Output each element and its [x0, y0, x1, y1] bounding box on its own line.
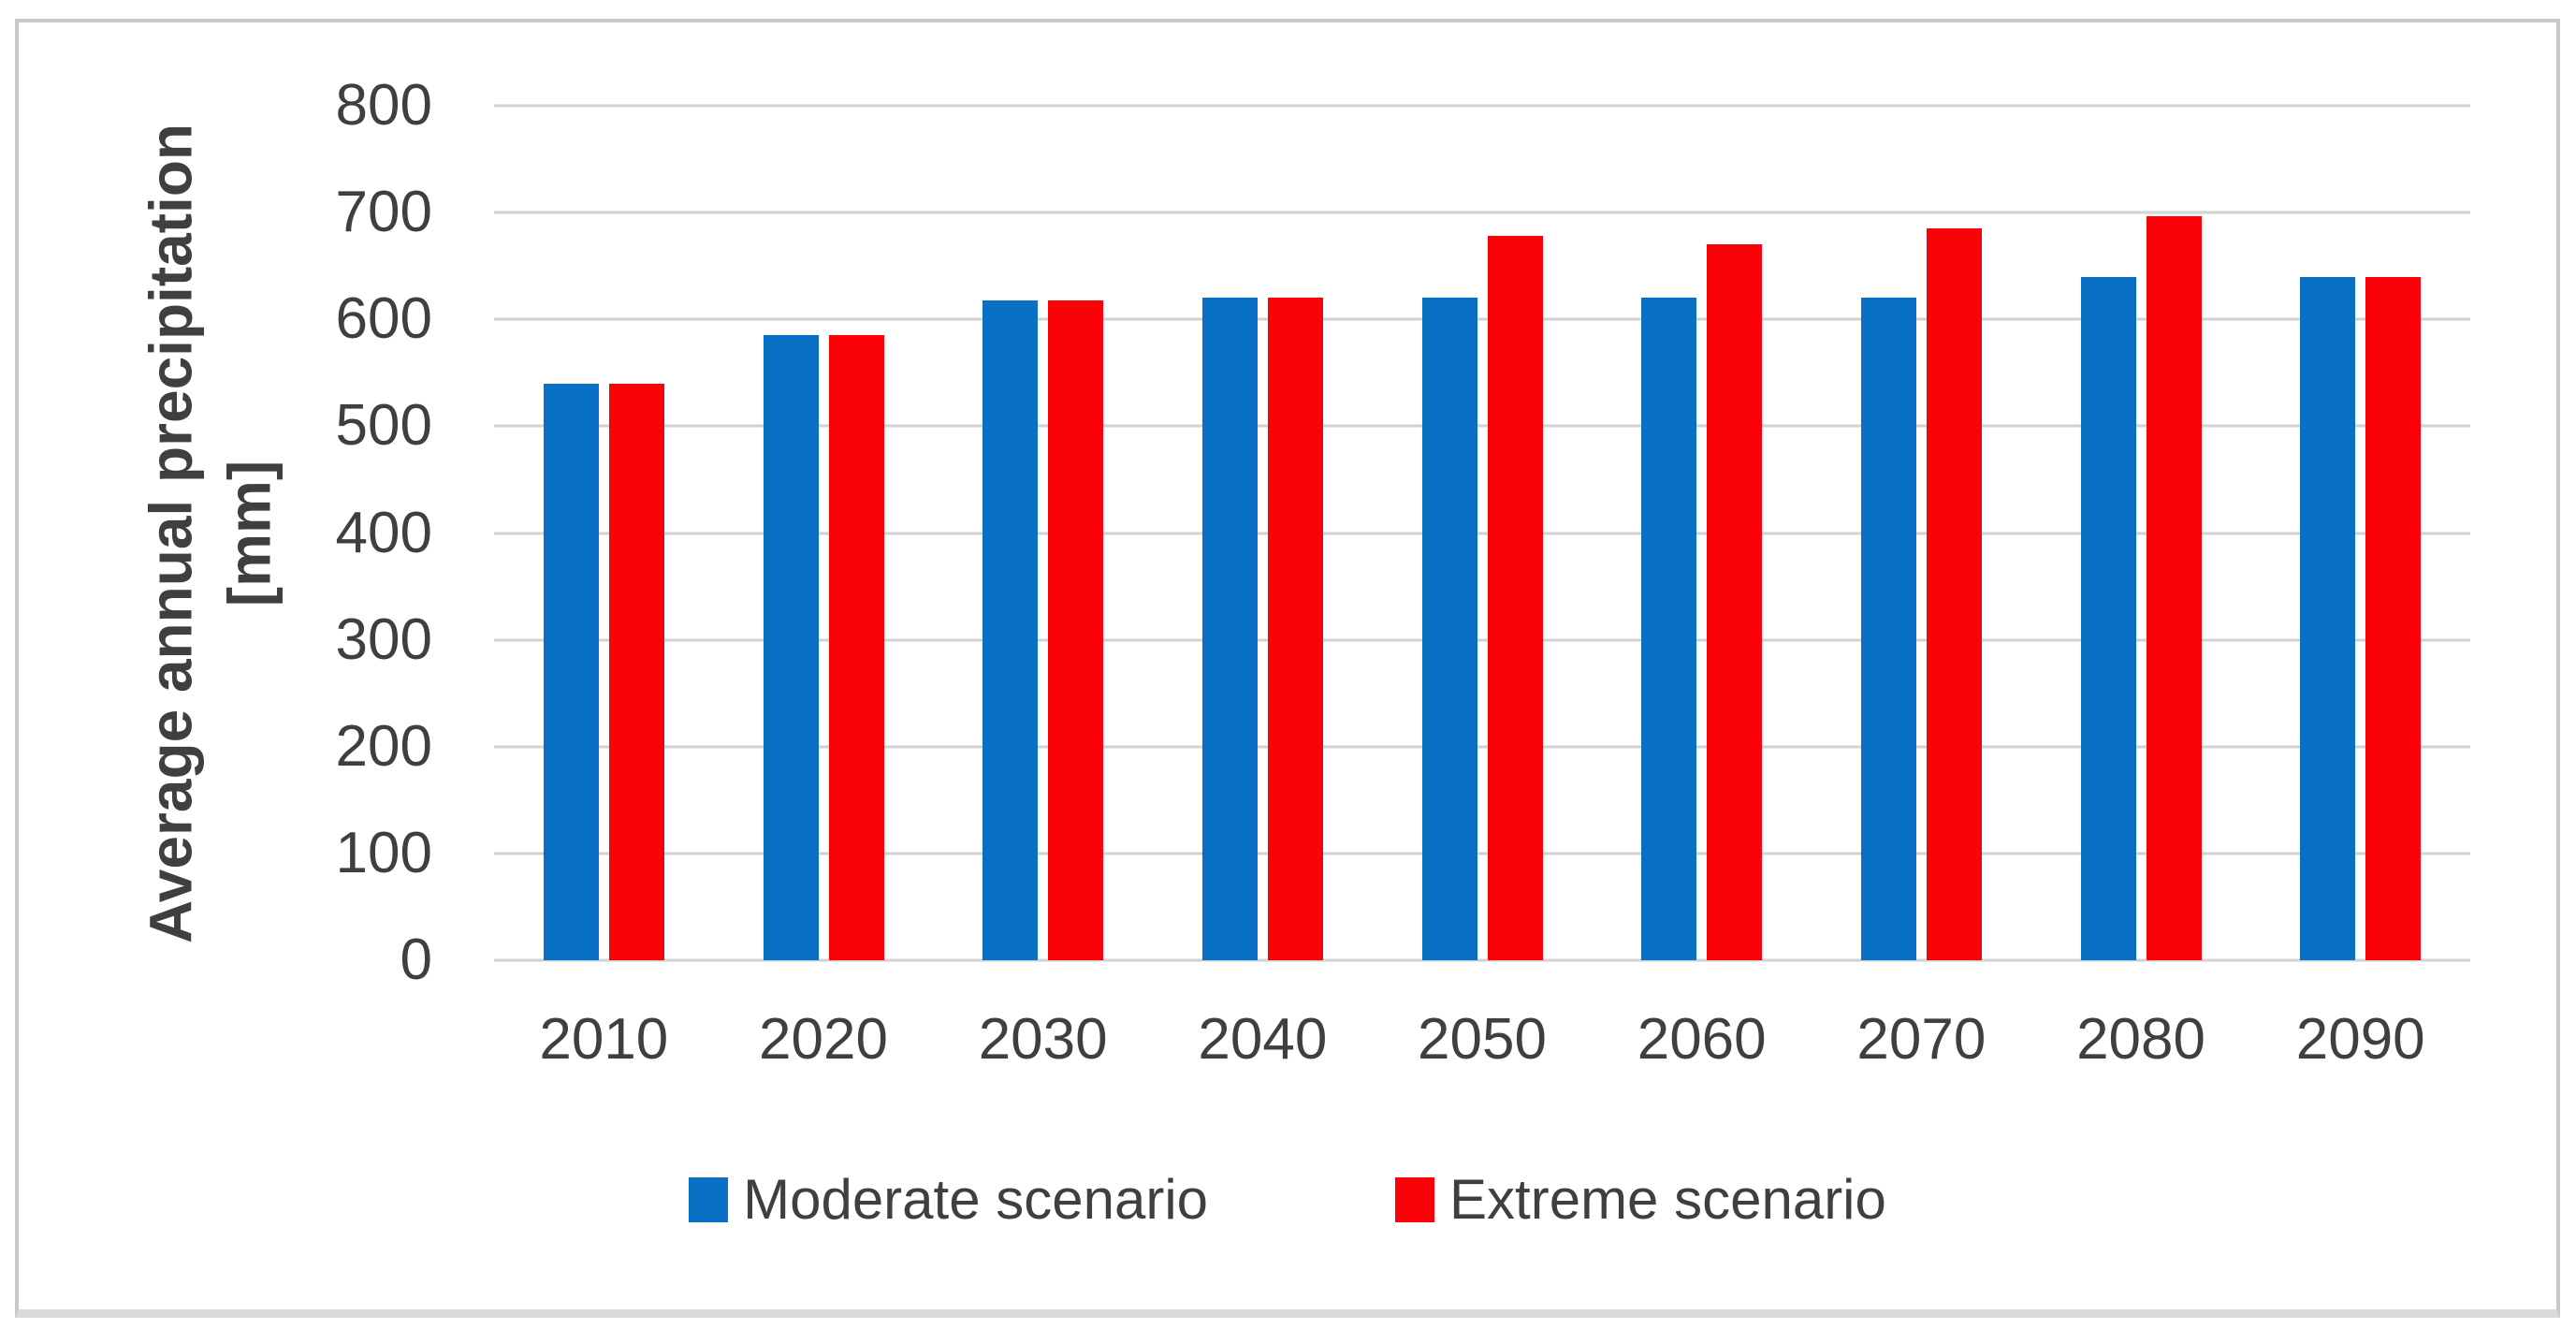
x-tick-label-2060: 2060 [1637, 1007, 1767, 1072]
x-tick-label-2040: 2040 [1198, 1007, 1328, 1072]
legend-swatch-moderate-scenario [689, 1177, 729, 1222]
x-tick-label-2090: 2090 [2295, 1007, 2425, 1072]
bar-extreme-scenario-2050 [1487, 236, 1543, 960]
bar-extreme-scenario-2010 [608, 383, 664, 960]
gridline-700 [494, 211, 2470, 214]
bar-moderate-scenario-2040 [1201, 298, 1258, 960]
y-tick-label-100: 100 [335, 820, 432, 885]
x-tick-label-2020: 2020 [759, 1007, 888, 1072]
legend-label-extreme-scenario: Extreme scenario [1449, 1168, 1886, 1231]
x-axis-tick-labels: 2010 2020 2030 2040 2050 2060 2070 2080 2090 [494, 1011, 2470, 1069]
bar-groups [494, 106, 2470, 960]
bar-moderate-scenario-2090 [2300, 276, 2356, 960]
bar-moderate-scenario-2010 [543, 383, 599, 960]
y-tick-label-600: 600 [335, 286, 432, 352]
legend-item-moderate-scenario: Moderate scenario [689, 1172, 1208, 1228]
bar-extreme-scenario-2060 [1707, 244, 1763, 960]
gridline-800 [494, 104, 2470, 108]
gridline-300 [494, 638, 2470, 642]
bar-group-2010 [494, 106, 714, 960]
gridline-400 [494, 532, 2470, 534]
bar-extreme-scenario-2030 [1048, 299, 1104, 960]
bar-moderate-scenario-2050 [1421, 298, 1477, 960]
bar-moderate-scenario-2070 [1860, 298, 1916, 960]
y-tick-label-200: 200 [335, 713, 432, 779]
bar-extreme-scenario-2020 [828, 335, 884, 960]
bar-moderate-scenario-2060 [1641, 298, 1697, 960]
bar-group-2060 [1592, 106, 1812, 960]
gridline-600 [494, 317, 2470, 321]
x-tick-label-2080: 2080 [2076, 1007, 2205, 1072]
y-tick-label-0: 0 [400, 927, 432, 992]
y-axis-title-line1: Average annual precipitation [137, 123, 205, 943]
y-tick-label-800: 800 [335, 73, 432, 138]
bar-extreme-scenario-2040 [1267, 298, 1323, 960]
x-tick-label-2050: 2050 [1418, 1007, 1547, 1072]
x-tick-label-2030: 2030 [978, 1007, 1108, 1072]
bar-extreme-scenario-2080 [2146, 215, 2202, 960]
y-tick-label-300: 300 [335, 606, 432, 672]
bar-group-2050 [1373, 106, 1593, 960]
gridline-500 [494, 424, 2470, 428]
gridline-100 [494, 852, 2470, 855]
bar-extreme-scenario-2090 [2365, 276, 2422, 960]
bar-group-2080 [2031, 106, 2251, 960]
y-tick-label-700: 700 [335, 180, 432, 245]
gridline-0 [494, 958, 2470, 962]
bar-extreme-scenario-2070 [1926, 228, 1982, 960]
legend: Moderate scenario Extreme scenario [15, 1170, 2560, 1230]
y-axis-tick-labels: 0 100 200 300 400 500 600 700 800 [262, 77, 432, 989]
bar-moderate-scenario-2020 [763, 335, 819, 960]
legend-swatch-extreme-scenario [1395, 1177, 1435, 1222]
bar-moderate-scenario-2080 [2080, 276, 2136, 960]
x-tick-label-2070: 2070 [1856, 1007, 1987, 1072]
bar-group-2090 [2250, 106, 2470, 960]
legend-label-moderate-scenario: Moderate scenario [743, 1168, 1209, 1231]
gridline-200 [494, 745, 2470, 749]
y-tick-label-400: 400 [335, 500, 432, 565]
bar-group-2030 [933, 106, 1153, 960]
bar-group-2040 [1153, 106, 1373, 960]
x-tick-label-2010: 2010 [539, 1007, 669, 1072]
plot-area [494, 104, 2470, 962]
legend-item-extreme-scenario: Extreme scenario [1395, 1172, 1886, 1228]
bar-group-2070 [1812, 106, 2031, 960]
bar-group-2020 [714, 106, 934, 960]
bar-moderate-scenario-2030 [982, 299, 1039, 960]
y-tick-label-500: 500 [335, 393, 432, 459]
gridlines [494, 104, 2470, 962]
